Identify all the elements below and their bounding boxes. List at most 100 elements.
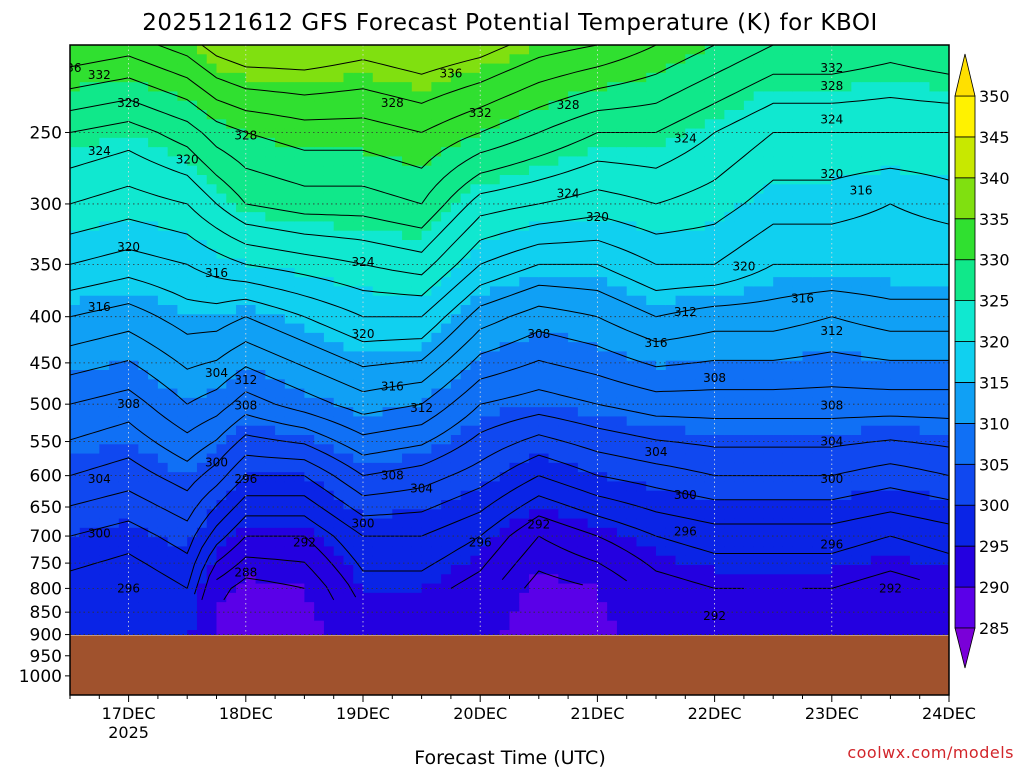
field-cell: [480, 611, 491, 622]
field-cell: [695, 240, 706, 250]
field-cell: [402, 574, 413, 585]
field-cell: [441, 574, 452, 585]
field-cell: [187, 128, 198, 139]
field-cell: [460, 509, 472, 520]
field-cell: [626, 555, 638, 566]
field-cell: [636, 462, 647, 473]
field-cell: [685, 342, 696, 353]
field-cell: [509, 509, 520, 520]
field-cell: [382, 397, 393, 408]
field-cell: [431, 425, 442, 436]
field-cell: [138, 602, 149, 613]
field-cell: [607, 277, 618, 288]
field-cell: [236, 546, 247, 557]
field-cell: [421, 332, 432, 343]
field-cell: [353, 295, 364, 306]
field-cell: [128, 156, 139, 167]
field-cell: [128, 592, 139, 603]
field-cell: [177, 175, 188, 185]
field-cell: [646, 286, 657, 297]
field-cell: [333, 323, 345, 334]
field-cell: [314, 45, 325, 55]
field-cell: [656, 323, 667, 334]
field-cell: [636, 592, 647, 603]
field-cell: [509, 583, 520, 594]
field-cell: [382, 193, 393, 204]
field-cell: [157, 267, 169, 278]
field-cell: [499, 137, 511, 148]
field-cell: [616, 592, 628, 603]
field-cell: [99, 212, 110, 223]
field-cell: [294, 100, 305, 111]
field-cell: [470, 537, 481, 548]
field-cell: [714, 82, 725, 93]
field-cell: [148, 407, 159, 418]
field-cell: [743, 314, 755, 325]
field-cell: [636, 175, 647, 185]
field-cell: [372, 453, 384, 464]
field-cell: [636, 379, 647, 390]
field-cell: [656, 277, 667, 288]
field-cell: [538, 342, 550, 353]
field-cell: [343, 490, 354, 501]
field-cell: [196, 165, 208, 176]
field-cell: [109, 193, 120, 204]
field-cell: [353, 351, 364, 362]
field-cell: [441, 91, 452, 102]
field-cell: [558, 602, 569, 613]
field-cell: [636, 323, 647, 334]
field-cell: [529, 63, 540, 74]
field-cell: [616, 527, 628, 538]
field-cell: [343, 462, 354, 473]
field-cell: [695, 267, 706, 278]
field-cell: [607, 295, 618, 306]
field-cell: [665, 193, 677, 204]
field-cell: [558, 416, 569, 427]
field-cell: [343, 63, 354, 74]
field-cell: [402, 509, 413, 520]
field-cell: [499, 82, 511, 93]
field-cell: [70, 128, 81, 139]
field-cell: [382, 82, 393, 93]
field-cell: [411, 472, 423, 483]
field-cell: [109, 230, 120, 241]
field-cell: [294, 444, 305, 455]
field-cell: [431, 156, 442, 167]
field-cell: [568, 193, 579, 204]
field-cell: [558, 388, 569, 399]
field-cell: [558, 370, 569, 380]
field-cell: [284, 258, 296, 269]
field-cell: [323, 611, 335, 622]
field-cell: [275, 611, 286, 622]
field-cell: [695, 490, 706, 501]
field-cell: [265, 537, 276, 548]
field-cell: [109, 370, 120, 380]
field-cell: [99, 407, 110, 418]
field-cell: [343, 527, 354, 538]
field-cell: [294, 119, 305, 130]
field-cell: [79, 351, 91, 362]
field-cell: [245, 286, 257, 297]
field-cell: [470, 388, 481, 399]
field-cell: [353, 45, 364, 55]
field-cell: [529, 370, 540, 380]
field-cell: [656, 147, 667, 158]
field-cell: [607, 537, 618, 548]
field-cell: [568, 221, 579, 232]
field-cell: [656, 370, 667, 380]
field-cell: [333, 82, 345, 93]
field-cell: [109, 249, 120, 260]
field-cell: [363, 193, 374, 204]
field-cell: [392, 472, 403, 483]
field-cell: [265, 370, 276, 380]
field-cell: [187, 193, 198, 204]
field-cell: [89, 165, 100, 176]
field-cell: [333, 332, 345, 343]
field-cell: [558, 490, 569, 501]
field-cell: [392, 295, 403, 306]
field-cell: [304, 147, 315, 158]
field-cell: [460, 63, 472, 74]
field-cell: [607, 54, 618, 65]
field-cell: [363, 54, 374, 65]
field-cell: [695, 481, 706, 492]
